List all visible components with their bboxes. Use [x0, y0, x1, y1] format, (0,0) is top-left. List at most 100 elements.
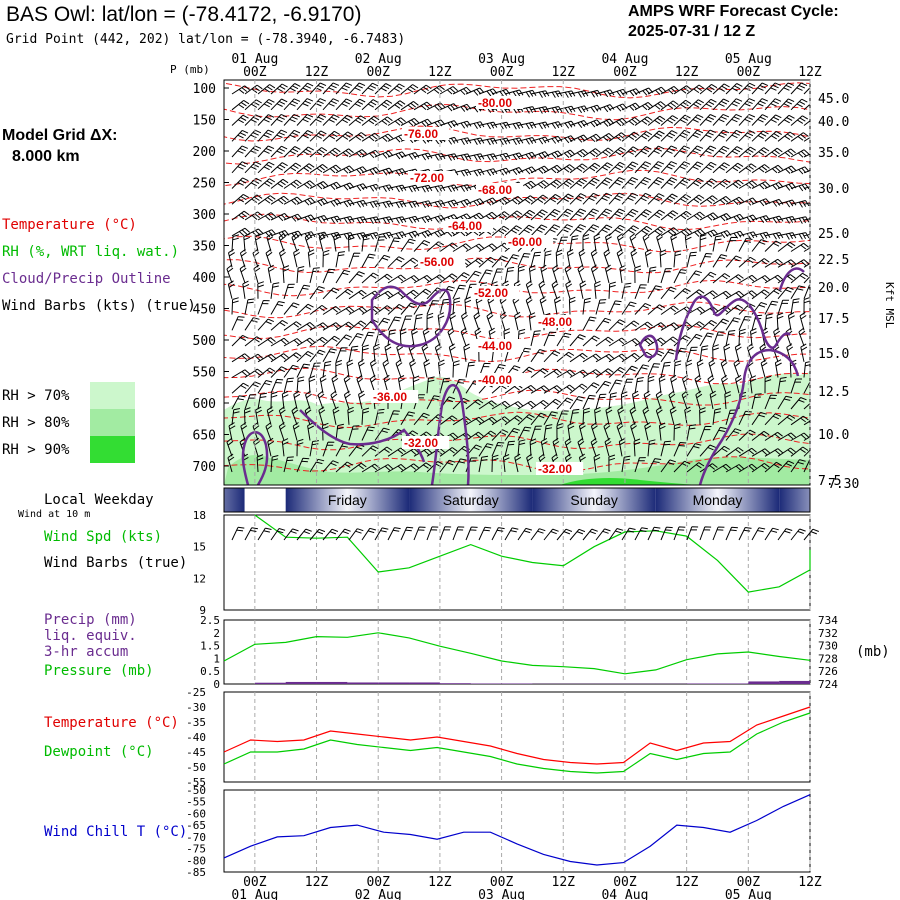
- wind-barb: [658, 422, 666, 441]
- wind-barb: [660, 227, 679, 237]
- wind-barb: [790, 98, 808, 111]
- wind-barb: [590, 437, 598, 457]
- rh80-label: RH > 80%: [2, 415, 70, 431]
- wind-barb: [569, 334, 586, 347]
- temperature-contour: [224, 125, 810, 142]
- temperature-contour: [224, 456, 810, 473]
- height-tick-label: 30.0: [818, 182, 849, 197]
- wind-barb: [257, 98, 275, 111]
- wind-barb: [296, 321, 315, 331]
- wind-barb: [319, 374, 327, 394]
- wind-barb: [699, 161, 717, 174]
- surface-wind-barb: [439, 526, 452, 541]
- wind-barb: [593, 453, 601, 473]
- top-date-label: 01 Aug: [231, 52, 278, 67]
- wind-barb: [608, 392, 617, 410]
- precip-bar: [748, 681, 780, 684]
- wind-barb: [400, 100, 419, 111]
- wind-barb: [569, 120, 589, 129]
- precip-bar: [470, 683, 502, 684]
- wind-barb: [257, 318, 274, 331]
- wind-barb: [348, 462, 367, 473]
- wind-barb: [387, 256, 405, 268]
- wind-barb: [296, 146, 314, 158]
- legend-dewpoint: Dewpoint (°C): [44, 744, 154, 760]
- wind-barb: [439, 298, 450, 315]
- wind-barb: [374, 236, 386, 252]
- wind-barb: [803, 284, 810, 299]
- wind-barb: [556, 423, 564, 441]
- wind-barb: [400, 411, 416, 426]
- wind-speed-tick: 15: [193, 541, 206, 554]
- wind-barb: [478, 400, 497, 410]
- wind-barb: [333, 233, 340, 252]
- pressure-tick: 724: [818, 678, 838, 691]
- wind-barb: [725, 83, 743, 95]
- wind-at-label: Wind at 10 m: [18, 509, 91, 520]
- wind-barb: [244, 129, 262, 142]
- weekday-label: Saturday: [443, 492, 499, 508]
- wind-barb: [309, 82, 327, 95]
- wind-barb: [543, 164, 563, 174]
- wind-barb: [517, 347, 531, 363]
- wind-barb: [231, 395, 246, 410]
- wind-barb: [655, 406, 663, 425]
- wind-barb: [686, 228, 706, 237]
- wind-barb: [564, 264, 572, 284]
- wind-barb: [309, 163, 328, 174]
- wind-barb: [554, 296, 561, 315]
- wind-chill-tick: -70: [186, 831, 206, 844]
- wind-barb: [279, 248, 286, 268]
- wind-speed-tick: 12: [193, 572, 206, 585]
- wind-barb: [400, 315, 413, 331]
- wind-barb: [530, 209, 548, 221]
- wind-barb: [348, 149, 368, 158]
- wind-barb: [335, 334, 352, 347]
- top-hour-label: 00Z: [366, 65, 390, 80]
- wind-barb: [777, 182, 797, 191]
- wind-barb: [465, 399, 484, 410]
- wind-barb: [618, 438, 626, 457]
- wind-barb: [764, 313, 773, 331]
- wind-barb: [556, 193, 574, 205]
- wind-barb: [699, 195, 718, 205]
- wind-barb: [608, 161, 626, 174]
- temperature-label-bg: [476, 339, 524, 352]
- wind-barb: [465, 361, 476, 378]
- wind-barb: [296, 284, 311, 300]
- wind-barb: [361, 132, 380, 142]
- wind-barb: [322, 198, 342, 207]
- wind-barb: [244, 99, 262, 111]
- wind-barb: [231, 408, 241, 425]
- wind-barb: [634, 101, 654, 111]
- wind-barb: [725, 146, 743, 158]
- wind-barb: [595, 368, 614, 378]
- wind-barb: [465, 168, 485, 177]
- temperature-tick: -35: [186, 716, 206, 729]
- wind-barb: [699, 212, 719, 221]
- wind-barb: [619, 264, 627, 284]
- wind-barb: [439, 120, 459, 129]
- wind-barb: [270, 391, 278, 410]
- wind-barb: [296, 231, 316, 239]
- wind-barb: [400, 448, 420, 457]
- wind-barb: [686, 145, 704, 158]
- wind-barb: [764, 82, 781, 95]
- precip-tick: 2: [213, 627, 220, 640]
- weekday-cell: [655, 488, 780, 512]
- wind-barb: [335, 82, 353, 95]
- pressure-tick-label: 100: [193, 82, 216, 97]
- wind-barb: [439, 273, 458, 284]
- temperature-contour: [224, 82, 810, 99]
- wind-barb: [309, 130, 327, 142]
- wind-barb: [608, 337, 627, 347]
- wind-barb: [226, 264, 234, 284]
- wind-barb: [785, 327, 793, 347]
- wind-barb: [426, 274, 445, 284]
- wind-barb: [309, 147, 328, 158]
- wind-barb: [335, 359, 342, 378]
- wind-barb: [504, 195, 523, 205]
- wind-barb: [621, 102, 641, 111]
- wind-barb: [790, 183, 810, 192]
- wind-barb: [660, 286, 677, 300]
